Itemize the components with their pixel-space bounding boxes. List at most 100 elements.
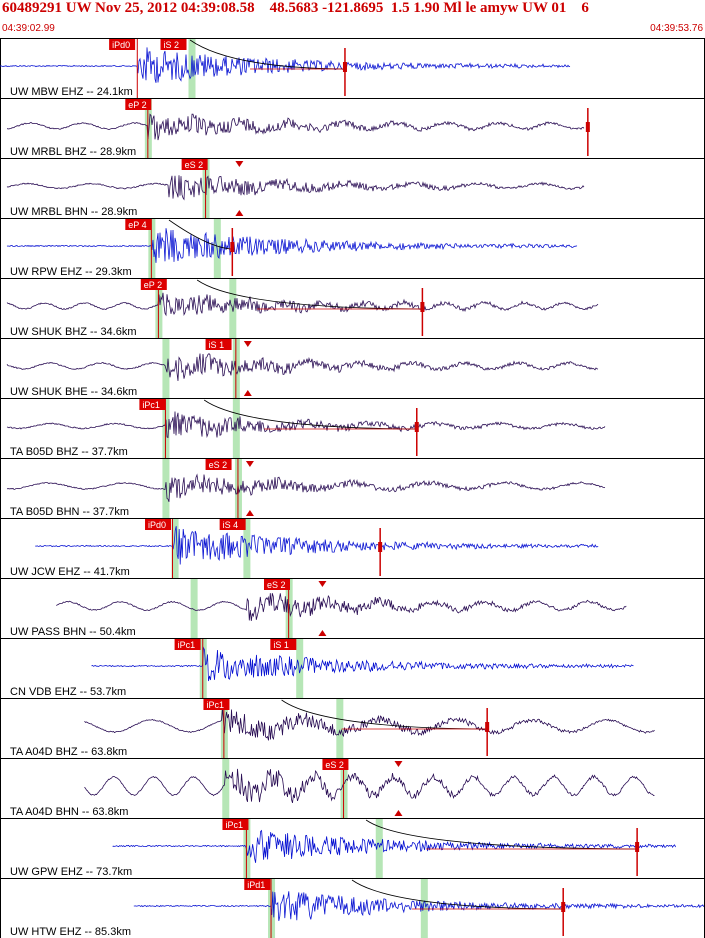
pick-label: iS 4 [223, 520, 239, 530]
waveform [6, 353, 599, 381]
event-header: 60489291 UW Nov 25, 2012 04:39:08.58 48.… [0, 0, 705, 38]
waveform [6, 292, 599, 317]
station-label: TA A04D BHN -- 63.8km [10, 806, 128, 818]
start-time-label: 04:39:02.99 [2, 23, 55, 34]
trace-row: eP 2 UW SHUK BHZ -- 34.6km [0, 278, 705, 339]
amplitude-curve [189, 39, 345, 70]
station-label: UW MRBL BHZ -- 28.9km [10, 146, 136, 158]
trace-row: iS 1 UW SHUK BHE -- 34.6km [0, 338, 705, 399]
pick-box [205, 459, 232, 470]
pick-arrow-down [318, 581, 327, 587]
waveform [133, 891, 705, 921]
pick-box [181, 159, 208, 170]
amplitude-curve [365, 819, 638, 850]
pick-label: eP 2 [144, 280, 162, 290]
amplitude-curve [168, 219, 233, 250]
pick-arrow-up [394, 810, 403, 816]
trace-row: iPd1 UW HTW EHZ -- 85.3km [0, 878, 705, 938]
pick-arrow-up [243, 390, 252, 396]
amplitude-marker-box [414, 422, 419, 432]
waveform [84, 768, 655, 804]
pick-window [229, 279, 237, 338]
pick-label: iPd0 [112, 40, 130, 50]
waveform [6, 411, 606, 439]
station-label: UW SHUK BHZ -- 34.6km [10, 326, 137, 338]
pick-label: eS 2 [325, 760, 344, 770]
pick-label: iPd0 [148, 520, 166, 530]
amplitude-curve [281, 699, 488, 730]
pick-window [296, 639, 304, 698]
trace-row: eS 2 UW MRBL BHN -- 28.9km [0, 158, 705, 219]
waveform [56, 593, 627, 621]
waveform [35, 526, 599, 565]
pick-box [203, 699, 230, 710]
amplitude-marker-box [561, 902, 566, 912]
pick-window [375, 819, 383, 878]
pick-arrow-down [245, 461, 254, 467]
pick-box [244, 879, 271, 890]
pick-box [139, 399, 166, 410]
waveform [91, 646, 634, 682]
waveform [84, 708, 655, 741]
pick-arrow-up [245, 510, 254, 516]
pick-label: iPc1 [142, 400, 160, 410]
station-label: UW RPW EHZ -- 29.3km [10, 266, 132, 278]
pick-label: iS 1 [209, 340, 225, 350]
pick-window [222, 759, 230, 818]
pick-box [125, 219, 152, 230]
pick-window [162, 459, 170, 518]
amplitude-curve [196, 279, 423, 310]
amplitude-marker-box [585, 122, 590, 132]
station-label: TA B05D BHN -- 37.7km [10, 506, 129, 518]
station-label: TA B05D BHZ -- 37.7km [10, 446, 128, 458]
station-label: UW SHUK BHE -- 34.6km [10, 386, 137, 398]
trace-row: eS 2 TA B05D BHN -- 37.7km [0, 458, 705, 519]
pick-arrow-down [235, 161, 244, 167]
station-label: TA A04D BHZ -- 63.8km [10, 746, 127, 758]
pick-window [171, 519, 179, 578]
trace-row: eP 4 UW RPW EHZ -- 29.3km [0, 218, 705, 279]
event-title: 60489291 UW Nov 25, 2012 04:39:08.58 48.… [2, 0, 589, 16]
pick-box [109, 39, 136, 50]
pick-label: iS 2 [164, 40, 180, 50]
waveform [6, 175, 585, 201]
pick-box [219, 519, 246, 530]
pick-label: eS 2 [209, 460, 228, 470]
end-time-label: 04:39:53.76 [650, 23, 703, 34]
trace-row: eP 2 UW MRBL BHZ -- 28.9km [0, 98, 705, 159]
pick-arrow-down [243, 341, 252, 347]
amplitude-marker-box [378, 542, 383, 552]
pick-window [188, 39, 196, 98]
amplitude-marker-box [342, 62, 347, 72]
trace-row: iPd0 iS 4 UW JCW EHZ -- 41.7km [0, 518, 705, 579]
station-label: UW PASS BHN -- 50.4km [10, 626, 136, 638]
pick-box [322, 759, 349, 770]
station-label: UW JCW EHZ -- 41.7km [10, 566, 130, 578]
amplitude-marker-box [420, 302, 425, 312]
pick-box [222, 819, 249, 830]
amplitude-marker-box [230, 242, 235, 252]
trace-row: iPc1 TA A04D BHZ -- 63.8km [0, 698, 705, 759]
pick-box [140, 279, 167, 290]
pick-box [174, 639, 201, 650]
waveform [112, 829, 676, 863]
pick-box [264, 579, 290, 590]
trace-row: iPd0 iS 2 UW MBW EHZ -- 24.1km [0, 38, 705, 99]
pick-label: eS 2 [267, 580, 286, 590]
pick-label: eP 4 [128, 220, 146, 230]
trace-row: iPc1 iS 1 CN VDB EHZ -- 53.7km [0, 638, 705, 699]
pick-label: iPc1 [206, 700, 224, 710]
station-label: CN VDB EHZ -- 53.7km [10, 686, 126, 698]
trace-row: iPc1 UW GPW EHZ -- 73.7km [0, 818, 705, 879]
pick-arrow-down [394, 761, 403, 767]
station-label: UW MRBL BHN -- 28.9km [10, 206, 137, 218]
pick-box [125, 99, 152, 110]
station-label: UW GPW EHZ -- 73.7km [10, 866, 132, 878]
pick-label: iPc1 [225, 820, 243, 830]
pick-label: iPc1 [178, 640, 196, 650]
pick-arrow-up [235, 210, 244, 216]
pick-box [205, 339, 232, 350]
amplitude-marker-box [485, 722, 490, 732]
pick-box [160, 39, 187, 50]
